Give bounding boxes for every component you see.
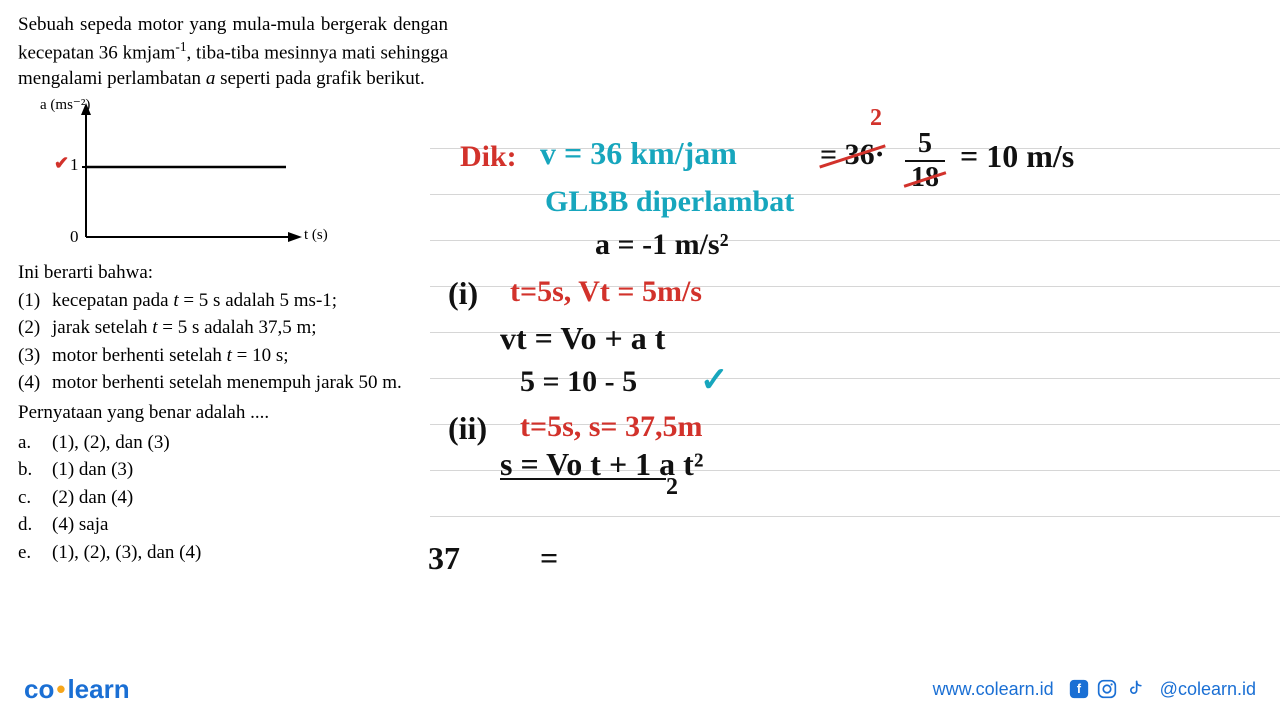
answer-d: d.(4) saja: [18, 511, 448, 539]
social-icons: f: [1068, 678, 1146, 700]
prompt: Pernyataan yang benar adalah ....: [18, 399, 448, 427]
facebook-icon[interactable]: f: [1068, 678, 1090, 700]
answer-e: e.(1), (2), (3), dan (4): [18, 539, 448, 567]
footer-url[interactable]: www.colearn.id: [933, 679, 1054, 700]
hw-v-eq: v = 36 km/jam: [540, 135, 737, 172]
tiktok-icon[interactable]: [1124, 678, 1146, 700]
statement-4: (4)motor berhenti setelah menempuh jarak…: [18, 369, 448, 397]
hw-eq36: = 36·: [820, 138, 885, 172]
logo-dot-icon: •: [54, 674, 67, 704]
problem-column: Sebuah sepeda motor yang mula-mula berge…: [18, 12, 448, 566]
origin-0: 0: [70, 227, 79, 247]
red-tick-mark: ✔: [54, 153, 69, 174]
statements-block: Ini berarti bahwa: (1)kecepatan pada t =…: [18, 259, 448, 426]
hw-ii-given: t=5s, s= 37,5m: [520, 410, 703, 444]
hw-frac: 5 18: [905, 128, 945, 194]
hw-i-given: t=5s, Vt = 5m/s: [510, 275, 702, 309]
hw-calc-i: 5 = 10 - 5: [520, 365, 637, 399]
answers-block: a.(1), (2), dan (3) b.(1) dan (3) c.(2) …: [18, 429, 448, 567]
lead-in: Ini berarti bahwa:: [18, 259, 448, 287]
logo-co: co: [24, 674, 54, 704]
y-tick-1: 1: [70, 155, 79, 175]
x-axis-label: t (s): [304, 227, 328, 244]
hw-vt-eq: vt = Vo + a t: [500, 320, 665, 357]
graph-block: a (ms⁻²) 1 0 t (s) ✔: [26, 97, 448, 257]
answer-b: b.(1) dan (3): [18, 456, 448, 484]
statement-1: (1)kecepatan pada t = 5 s adalah 5 ms-1;: [18, 287, 448, 315]
footer-handle[interactable]: @colearn.id: [1160, 679, 1256, 700]
hw-dik: Dik:: [460, 140, 517, 174]
hw-part-i: (i): [448, 275, 478, 312]
answer-c: c.(2) dan (4): [18, 484, 448, 512]
hw-10ms: = 10 m/s: [960, 138, 1074, 175]
logo-learn: learn: [67, 674, 129, 704]
hw-a-eq: a = -1 m/s²: [595, 228, 729, 262]
hw-eq-sign: =: [540, 540, 558, 577]
hw-glbb: GLBB diperlambat: [545, 185, 794, 219]
hw-part-ii: (ii): [448, 410, 487, 447]
hw-s-eq: s = Vo t + 1 a t² 2: [500, 455, 703, 495]
instagram-icon[interactable]: [1096, 678, 1118, 700]
statement-2: (2)jarak setelah t = 5 s adalah 37,5 m;: [18, 314, 448, 342]
brand-logo: co•learn: [24, 674, 130, 705]
y-axis-label: a (ms⁻²): [40, 95, 90, 114]
hw-37: 37: [428, 540, 460, 577]
answer-a: a.(1), (2), dan (3): [18, 429, 448, 457]
hw-check: ✓: [700, 360, 729, 400]
statement-3: (3)motor berhenti setelah t = 10 s;: [18, 342, 448, 370]
hw-over2: 2: [870, 105, 882, 132]
footer: co•learn www.colearn.id f @colearn.id: [0, 672, 1280, 706]
footer-right: www.colearn.id f @colearn.id: [933, 678, 1256, 700]
question-text: Sebuah sepeda motor yang mula-mula berge…: [18, 12, 448, 91]
